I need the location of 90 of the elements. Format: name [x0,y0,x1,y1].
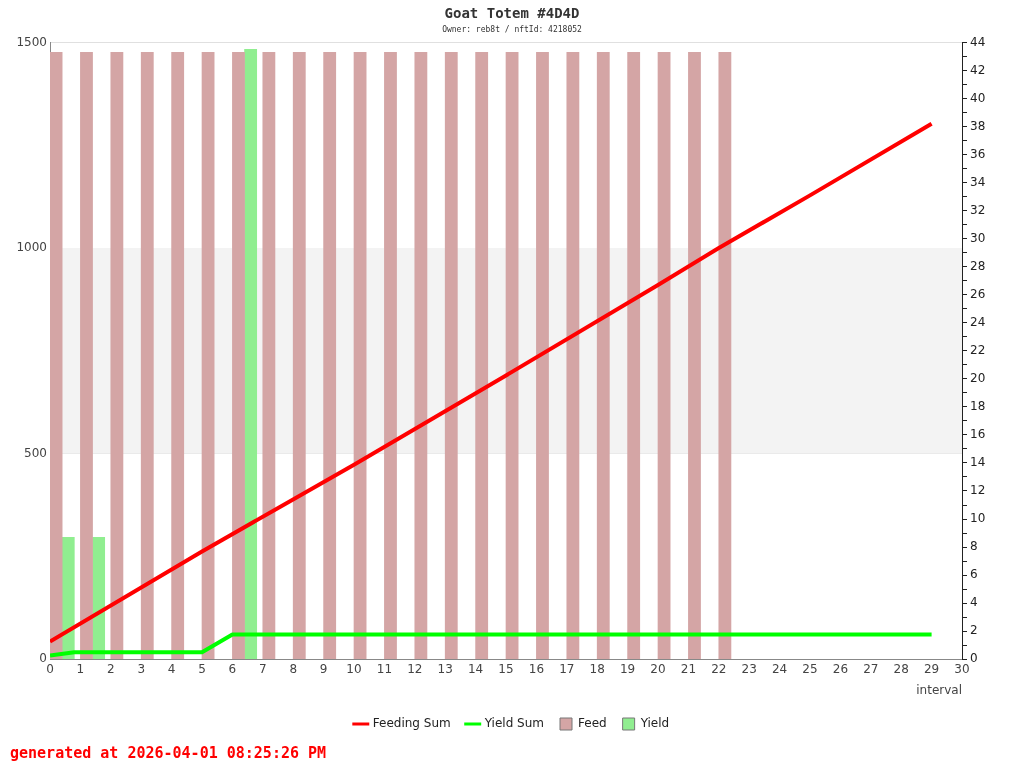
bar [292,51,306,660]
x-tick-label: 2 [106,661,115,676]
x-tick-label: 17 [559,661,575,676]
x-tick-label: 14 [467,661,484,676]
y2-tick-label: 30 [970,230,986,245]
bar [384,51,397,660]
bar [475,51,489,660]
y2-tick-label: 10 [970,511,986,526]
x-tick-label: 27 [863,661,879,676]
x-tick-label: 24 [771,661,788,676]
bar [50,51,63,660]
y2-tick-label: 24 [970,314,986,329]
bar [414,51,428,660]
x-tick-label: 26 [832,661,849,676]
legend-label: Yield Sum [483,716,544,731]
y2-tick-label: 26 [970,286,986,301]
x-tick-label: 16 [528,661,545,676]
x-tick-label: 28 [893,661,909,676]
x-tick-label: 22 [711,661,727,676]
x-tick-label: 25 [802,661,818,676]
x-tick-label: 10 [346,661,362,676]
y-tick-label: 500 [24,445,47,460]
x-tick-label: 1 [76,661,85,676]
x-tick-label: 5 [198,661,206,676]
y2-tick-label: 0 [970,651,978,666]
y2-tick-label: 4 [970,595,978,610]
x-tick-label: 8 [289,661,298,676]
bar [61,536,75,660]
y2-tick-label: 16 [970,427,986,442]
x-tick-label: 18 [589,661,605,676]
text: generated at 2026-04-01 08:25:26 PM [10,744,327,762]
bar [596,51,610,660]
y2-tick-label: 8 [970,539,978,554]
x-tick-label: 30 [954,661,970,676]
x-tick-label: 20 [650,661,666,676]
y2-tick-label: 28 [970,258,986,273]
x-tick-label: 13 [437,661,453,676]
y2-tick-label: 34 [970,174,986,189]
x-tick-label: 15 [498,661,514,676]
chart-subtitle: Owner: reb8t / nftId: 4218052 [442,24,583,34]
bar [171,51,185,660]
y-tick-label: 0 [39,651,47,666]
bar [244,49,258,660]
y2-tick-label: 14 [970,455,986,470]
y2-tick-label: 32 [970,202,986,217]
x-tick-label: 11 [376,661,393,676]
bar [140,51,154,660]
legend-label: Feeding Sum [372,716,451,731]
bar [566,51,580,660]
bar [536,51,549,660]
y2-tick-label: 44 [970,34,986,49]
y2-tick-label: 20 [970,370,986,385]
y2-tick-label: 22 [970,342,986,357]
x-tick-label: 3 [137,661,146,676]
y2-tick-label: 12 [970,483,986,498]
y-tick-label: 1500 [16,34,47,49]
bar [262,51,276,660]
bar [627,51,641,660]
x-tick-label: 7 [258,661,267,676]
bar [80,51,93,660]
x-tick-label: 29 [923,661,940,676]
x-tick-label: 21 [680,661,697,676]
bar [110,51,124,660]
bar [232,51,245,660]
bar [718,51,732,660]
y2-tick-label: 42 [970,62,986,77]
y2-tick-label: 38 [970,118,986,133]
y2-tick-label: 40 [970,90,986,105]
y2-tick-label: 18 [970,399,986,413]
bar [444,51,458,660]
y2-tick-label: 2 [970,623,978,638]
legend-label: Yield [639,716,670,731]
x-tick-label: 4 [167,661,176,676]
x-tick-label: 12 [407,661,423,676]
chart-title: Goat Totem #4D4D [444,5,580,22]
x-tick-label: 23 [741,661,757,676]
bar [505,51,519,660]
legend-label: Feed [578,716,607,731]
y2-tick-label: 36 [970,146,986,161]
x-tick-label: 9 [319,661,328,676]
bar [353,51,367,660]
bar [657,51,671,660]
y-tick-label: 1000 [16,240,47,255]
bar [201,51,215,660]
bar [688,51,701,660]
x-tick-label: 6 [228,661,237,676]
y2-tick-label: 6 [970,567,978,582]
bar [323,51,337,660]
x-tick-label: 19 [619,661,636,676]
x-axis-title: interval [916,682,962,697]
